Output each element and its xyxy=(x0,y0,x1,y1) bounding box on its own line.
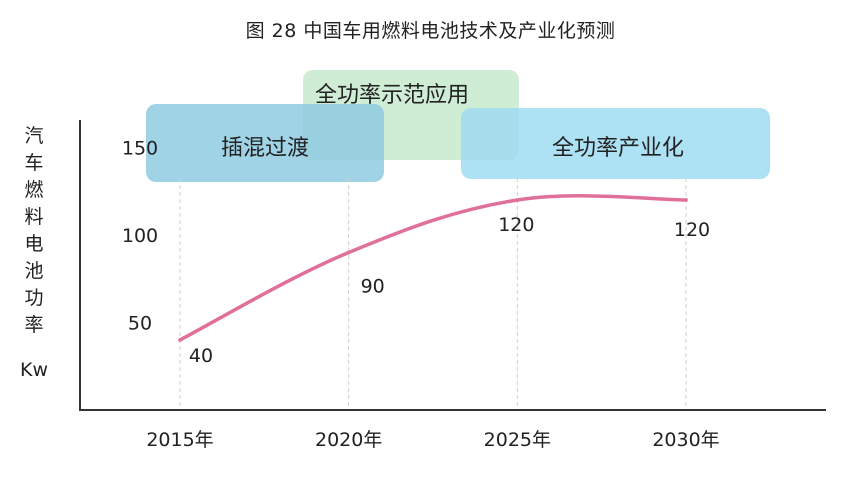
data-label-3: 120 xyxy=(498,214,534,236)
y-axis-unit: Kw xyxy=(20,359,48,381)
data-point-3 xyxy=(515,198,520,202)
data-point-1 xyxy=(178,338,182,342)
vertical-gridlines xyxy=(179,178,687,410)
series-line-1 xyxy=(178,194,688,342)
axes xyxy=(79,120,826,411)
y-tick-label-100: 100 xyxy=(122,225,158,247)
y-tick-label-50: 50 xyxy=(128,313,152,335)
data-label-2: 90 xyxy=(361,276,385,298)
data-point-2 xyxy=(346,250,351,255)
chart-title: 图 28 中国车用燃料电池技术及产业化预测 xyxy=(245,20,616,42)
y-tick-labels: 50 100 150 xyxy=(122,138,158,335)
series-lines xyxy=(178,194,688,342)
data-label-1: 40 xyxy=(189,345,213,367)
y-tick-label-150: 150 xyxy=(122,138,158,160)
phase-label-1: 插混过渡 xyxy=(221,136,309,161)
x-tick-label-3: 2025年 xyxy=(484,429,551,451)
y-axis-title: 汽车燃料电池功率 xyxy=(24,125,43,336)
x-tick-label-2: 2020年 xyxy=(315,429,382,451)
x-tick-label-1: 2015年 xyxy=(146,429,213,451)
x-tick-label-4: 2030年 xyxy=(652,429,719,451)
data-labels: 40 90 120 120 xyxy=(189,214,710,367)
phase-label-2: 全功率示范应用 xyxy=(315,83,469,108)
y-axis-label: 汽车燃料电池功率 Kw xyxy=(20,125,48,381)
phase-box-1 xyxy=(146,104,384,182)
x-tick-labels: 2015年 2020年 2025年 2030年 xyxy=(146,429,719,451)
phase-label-3: 全功率产业化 xyxy=(552,136,684,161)
data-label-4: 120 xyxy=(674,219,710,241)
phase-box-3 xyxy=(461,108,770,179)
data-point-4 xyxy=(684,198,688,202)
